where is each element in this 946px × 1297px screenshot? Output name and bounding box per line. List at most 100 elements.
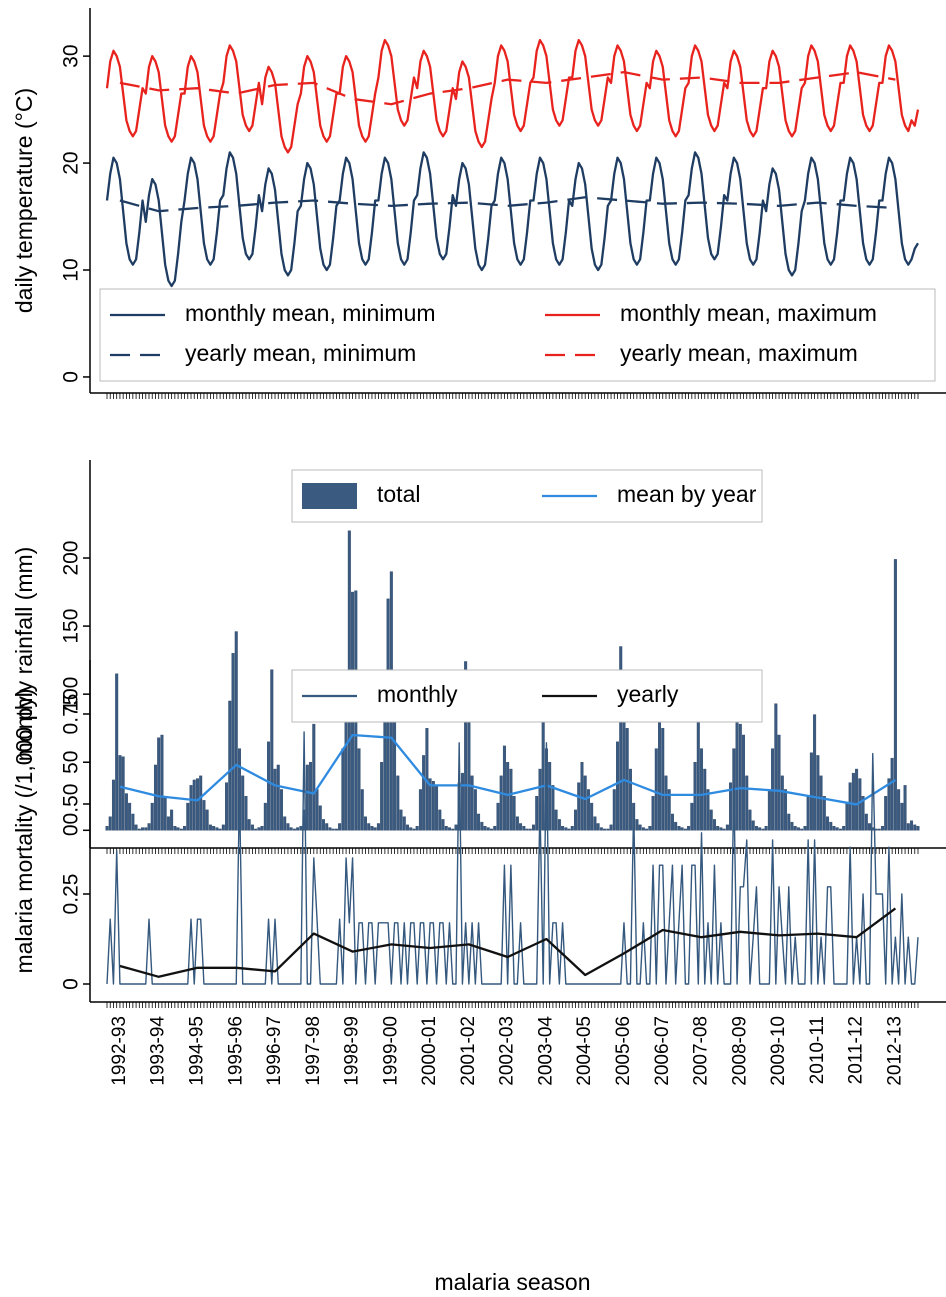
bar (254, 828, 258, 831)
bar (428, 778, 432, 831)
bar (586, 789, 590, 831)
bar (115, 673, 119, 831)
bar (567, 828, 571, 831)
bar (764, 826, 768, 831)
bar (321, 819, 325, 831)
bar (247, 819, 251, 831)
bar (218, 828, 222, 831)
bar (842, 826, 846, 831)
bar (803, 826, 807, 831)
bar (667, 789, 671, 831)
series-line (119, 196, 896, 213)
bar (221, 824, 225, 831)
bar (609, 824, 613, 831)
legend-box (291, 469, 763, 523)
bar (641, 827, 645, 831)
y-tick-label: 0.50 (60, 784, 83, 825)
y-tick-label: 100 (60, 677, 83, 712)
bar (470, 775, 474, 831)
bar (596, 823, 600, 831)
x-tick-label: 1999-00 (380, 1016, 401, 1086)
bar (716, 826, 720, 831)
bar (289, 827, 293, 831)
bar (283, 816, 287, 831)
x-tick-label: 1995-96 (225, 1016, 246, 1086)
x-tick-label: 1994-95 (186, 1016, 207, 1086)
bar (276, 764, 280, 831)
bar (315, 789, 319, 831)
bar (893, 559, 897, 831)
bar (360, 789, 364, 831)
bar (725, 824, 729, 831)
series-line (106, 731, 919, 985)
bar (305, 764, 309, 831)
bar (670, 813, 674, 831)
x-tick-label: 1998-99 (342, 1016, 363, 1086)
bar (515, 816, 519, 831)
bar (431, 781, 435, 831)
bar (619, 646, 623, 831)
bar (906, 823, 910, 831)
bar (273, 768, 277, 831)
bar (577, 782, 581, 831)
bar (250, 824, 254, 831)
y-tick-label: 0.75 (60, 694, 83, 735)
bar (328, 827, 332, 831)
x-tick-label: 2002-03 (497, 1016, 518, 1086)
bar (144, 827, 148, 831)
bar (490, 828, 493, 831)
bar (897, 789, 901, 831)
bar (512, 796, 516, 831)
bar (131, 813, 135, 831)
bar (813, 714, 817, 831)
bar (742, 734, 746, 831)
bar (234, 631, 238, 831)
bar (864, 813, 868, 831)
bar (367, 823, 371, 831)
bar (170, 809, 174, 831)
bar (296, 827, 300, 831)
bar (735, 717, 739, 831)
bar (444, 826, 448, 831)
bar (405, 824, 409, 831)
bar (396, 775, 400, 831)
bar (509, 768, 513, 831)
bar (848, 782, 852, 831)
bar (205, 809, 209, 831)
x-tick-label: 2001-02 (458, 1016, 479, 1086)
bar (166, 816, 170, 831)
y-axis-title: monthly rainfall (mm) (11, 547, 37, 762)
x-tick-label: 2003-04 (535, 1016, 556, 1086)
bar (263, 802, 267, 831)
bar (674, 821, 678, 831)
bar (225, 782, 229, 831)
legend-swatch (302, 483, 357, 509)
bar (845, 802, 849, 831)
bar (635, 819, 639, 831)
bar (767, 789, 771, 831)
bar (147, 823, 151, 831)
bar (241, 775, 245, 831)
bar (664, 775, 668, 831)
bar (215, 827, 219, 831)
bar (690, 802, 694, 831)
series-line (105, 151, 919, 288)
bar (341, 748, 345, 831)
bar (822, 796, 826, 831)
bar (564, 827, 568, 831)
bar (506, 762, 510, 831)
x-tick-label: 2011-12 (846, 1016, 867, 1084)
bar (683, 828, 687, 831)
bar (163, 796, 167, 831)
bar (464, 661, 468, 831)
bar (809, 752, 813, 831)
bar (441, 819, 445, 831)
series-line (119, 907, 897, 978)
bar (877, 828, 881, 831)
x-tick-label: 2005-06 (613, 1016, 634, 1086)
bar (835, 827, 839, 831)
bar (838, 828, 842, 831)
bar (370, 826, 374, 831)
bar (612, 789, 616, 831)
